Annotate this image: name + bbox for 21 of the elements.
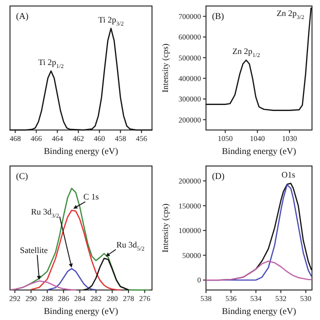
line-series xyxy=(205,7,312,111)
annotation: Ti 2p$_{1/2}$ xyxy=(38,57,64,70)
annotation: Satellite xyxy=(20,244,48,255)
annotation: Zn 2p$_{1/2}$ xyxy=(232,46,260,60)
x-axis-title: Binding energy (eV) xyxy=(222,146,296,156)
chart-title: (C) xyxy=(16,171,28,181)
text: (D) xyxy=(212,171,224,181)
chart-title: (A) xyxy=(16,11,28,21)
y-axis-title: Intensity (cps) xyxy=(160,43,170,92)
text: (B) xyxy=(212,11,224,21)
x-axis-title: Binding energy (eV) xyxy=(222,306,296,316)
annotation: Zn 2p$_{3/2}$ xyxy=(276,8,304,21)
line-series xyxy=(205,260,312,281)
annotation: Ru 3d$_{5/2}$ xyxy=(116,239,144,252)
x-axis-title: Binding energy (eV) xyxy=(44,306,118,316)
annotation: Ti 2p$_{3/2}$ xyxy=(98,14,124,28)
annotation: Ru 3d$_{3/2}$ xyxy=(31,206,60,220)
x-axis-title: Binding energy (eV) xyxy=(44,146,118,156)
annotation: C 1s xyxy=(83,192,99,202)
y-axis-title: Intensity (cps) xyxy=(160,203,170,252)
annotation: O1s xyxy=(281,169,296,180)
